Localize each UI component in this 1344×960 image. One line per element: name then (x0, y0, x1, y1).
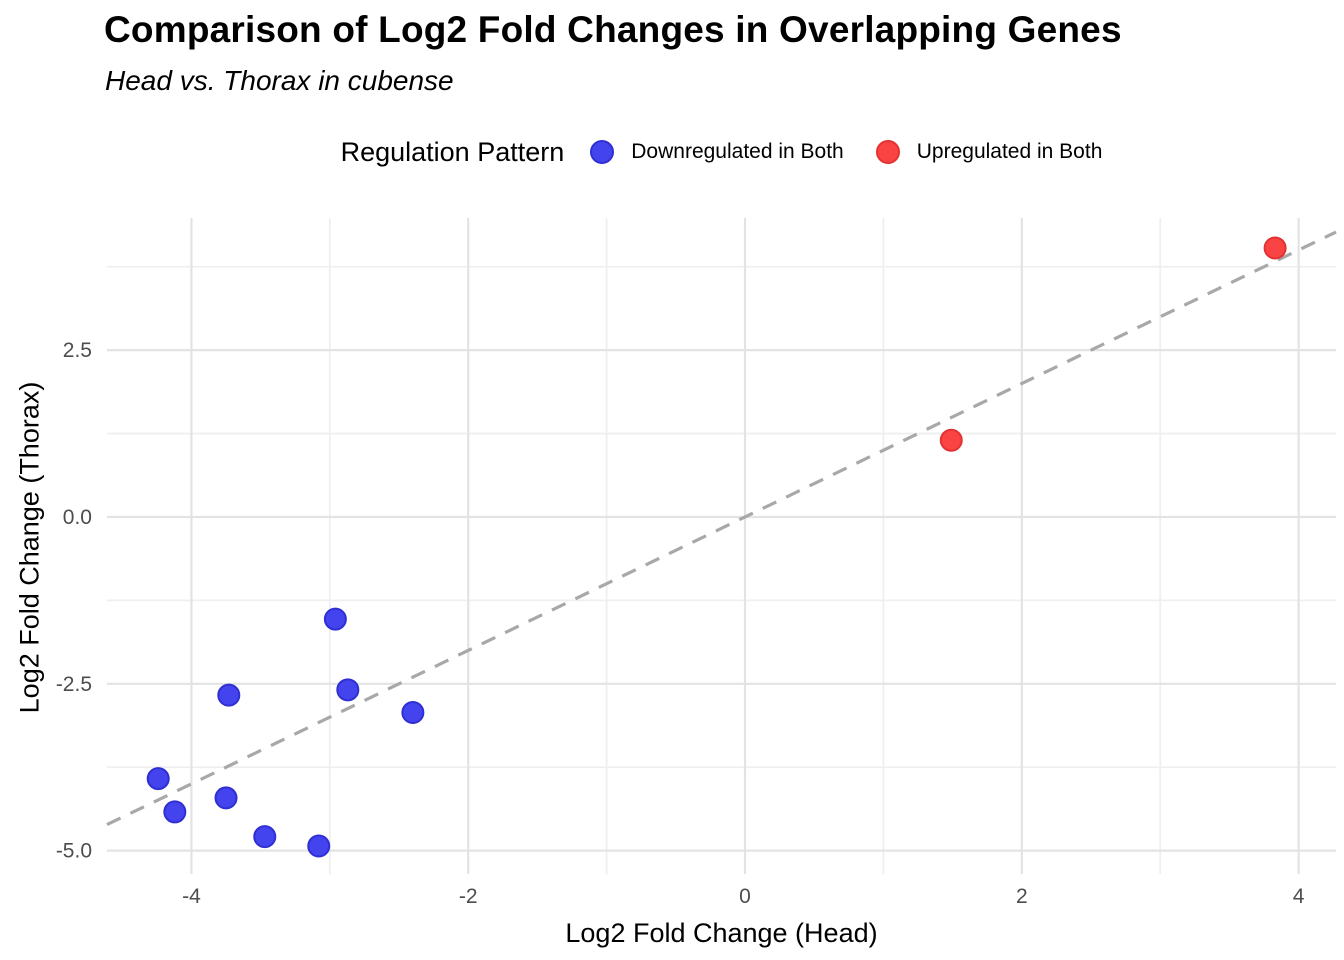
data-point (323, 607, 347, 631)
data-point (401, 701, 425, 725)
legend: Regulation Pattern Downregulated in Both… (107, 131, 1336, 173)
x-tick-label: 2 (1016, 885, 1028, 908)
data-point (253, 825, 277, 849)
legend-item: Downregulated in Both (590, 140, 844, 164)
legend-item: Upregulated in Both (875, 140, 1103, 164)
y-tick-label: 2.5 (63, 339, 92, 362)
legend-dot-icon (590, 140, 615, 164)
data-point (1263, 236, 1287, 260)
y-tick-label: -2.5 (56, 673, 92, 696)
chart-subtitle: Head vs. Thorax in cubense (105, 65, 454, 96)
legend-items: Downregulated in Both Upregulated in Both (590, 140, 1102, 164)
data-point (163, 800, 187, 824)
data-point (336, 678, 360, 702)
legend-dot-icon (875, 140, 900, 164)
data-point (939, 428, 963, 452)
x-tick-label: 4 (1293, 885, 1305, 908)
legend-item-label: Upregulated in Both (916, 140, 1103, 163)
data-point (146, 767, 170, 791)
legend-item-label: Downregulated in Both (631, 140, 844, 163)
data-point (307, 834, 331, 858)
chart-title: Comparison of Log2 Fold Changes in Overl… (104, 9, 1122, 50)
data-point (217, 683, 241, 707)
identity-reference-line (106, 230, 1337, 827)
x-tick-label: -4 (182, 885, 201, 908)
x-tick-label: -2 (459, 885, 478, 908)
data-point (214, 786, 238, 810)
legend-title: Regulation Pattern (340, 136, 565, 167)
x-axis-title: Log2 Fold Change (Head) (565, 918, 878, 948)
x-tick-label: 0 (739, 885, 751, 908)
y-tick-label: -5.0 (56, 840, 92, 863)
y-tick-label: 0.0 (63, 506, 92, 529)
y-axis-title: Log2 Fold Change (Thorax) (14, 381, 45, 714)
